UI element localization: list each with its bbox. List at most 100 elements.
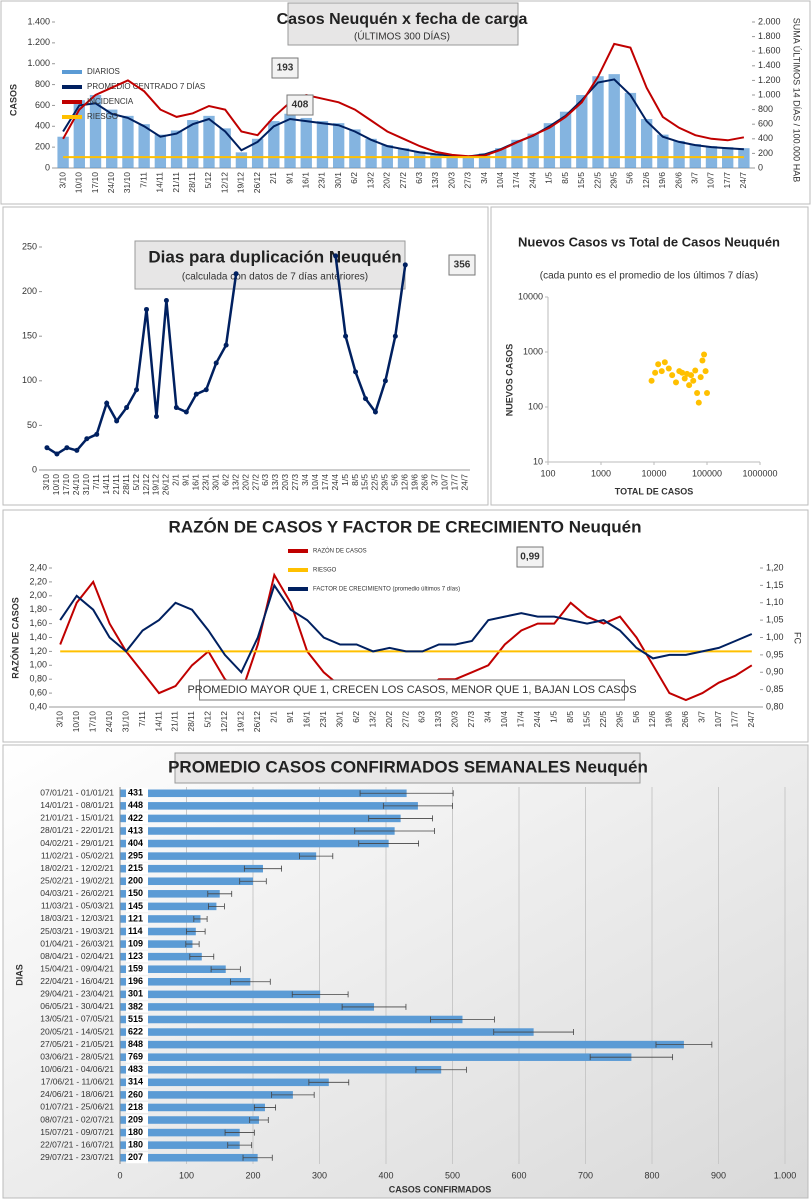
x-tick-label: 27/3 [463, 172, 473, 189]
x-tick-label: 10/7 [713, 711, 723, 728]
x-tick-label: 6/2 [220, 474, 230, 486]
y2-tick-label: 1.600 [758, 46, 781, 56]
x-tick-label: 9/1 [181, 474, 191, 486]
bar [511, 139, 523, 168]
x-tick-label: 19/6 [664, 711, 674, 728]
error-bar [249, 1117, 269, 1124]
x-tick-label: 13/3 [270, 474, 280, 491]
point [84, 436, 90, 442]
value-label: 622 [128, 1026, 143, 1036]
x-tick-label: 1/5 [548, 711, 558, 723]
y2-axis-label: SUMA ÚLTIMOS 14 DÍAS / 100.000 HAB [792, 18, 802, 182]
bar [120, 864, 263, 873]
value-label-box [126, 963, 148, 975]
x-tick-label: 700 [578, 1170, 593, 1180]
title-box [287, 2, 519, 46]
bar [219, 128, 231, 168]
x-tick-label: 3/7 [429, 474, 439, 486]
x-tick-label: 17/10 [87, 711, 97, 733]
point [94, 431, 100, 437]
y-tick-label: 0 [45, 162, 50, 172]
x-tick-label: 22/5 [370, 474, 380, 491]
bar [120, 1091, 293, 1099]
point [382, 378, 388, 384]
x-tick-label: 28/11 [187, 172, 197, 193]
y-tick-label: 0,40 [29, 701, 47, 711]
value-label-box [126, 875, 148, 887]
y-tick-label: 10/06/21 - 04/06/21 [40, 1064, 114, 1074]
y2-tick-label: 1.400 [758, 60, 781, 70]
x-tick-label: 30/1 [334, 711, 344, 728]
x-tick-label: 6/3 [417, 711, 427, 723]
point [681, 375, 688, 382]
error-bar [253, 1104, 277, 1111]
y2-tick-label: 0,95 [766, 649, 784, 659]
x-axis-label: CASOS CONFIRMADOS [389, 1184, 492, 1194]
x-tick-label: 20/3 [280, 474, 290, 491]
x-tick-label: 3/10 [57, 172, 67, 189]
bar [73, 100, 85, 168]
y-tick-label: 18/03/21 - 12/03/21 [40, 913, 114, 923]
x-tick-label: 13/2 [365, 172, 375, 189]
x-tick-label: 31/10 [120, 711, 130, 733]
x-tick-label: 10/4 [499, 711, 509, 728]
y-tick-label: 25/02/21 - 19/02/21 [40, 876, 114, 886]
y-tick-label: 250 [22, 241, 37, 251]
bar [120, 1040, 684, 1049]
bar [120, 890, 220, 898]
x-tick-label: 24/10 [71, 474, 81, 496]
bar [120, 852, 317, 860]
x-tick-label: 10/7 [706, 172, 716, 189]
y-tick-label: 1,20 [29, 646, 47, 656]
x-tick-label: 2/1 [171, 474, 181, 486]
x-tick-label: 800 [644, 1170, 659, 1180]
point [362, 396, 368, 402]
value-label: 448 [128, 800, 143, 810]
value-label: 180 [128, 1127, 143, 1137]
x-tick-label: 3/10 [54, 711, 64, 728]
value-label-box [126, 800, 148, 812]
x-tick-label: 29/5 [380, 474, 390, 491]
x-tick-label: 20/2 [384, 711, 394, 728]
error-bar [243, 865, 282, 872]
bar [543, 123, 556, 168]
x-tick-label: 100000 [692, 468, 722, 478]
value-label-box [126, 1114, 148, 1126]
x-tick-label: 15/5 [360, 474, 370, 491]
error-bar [430, 1016, 495, 1023]
x-tick-label: 10/4 [495, 172, 505, 189]
value-label: 209 [128, 1114, 143, 1124]
y-tick-label: 150 [22, 331, 37, 341]
y-tick-label: 24/06/21 - 18/06/21 [40, 1089, 114, 1099]
bar [57, 136, 69, 168]
x-tick-label: 26/6 [673, 172, 683, 189]
point [690, 377, 697, 384]
x-tick-label: 17/4 [320, 474, 330, 491]
error-bar [208, 903, 225, 910]
y-tick-label: 27/05/21 - 21/05/21 [40, 1039, 114, 1049]
legend-swatch [62, 70, 82, 74]
legend-label: RIESGO [313, 568, 337, 574]
x-tick-label: 6/3 [414, 172, 424, 184]
error-bar [358, 840, 419, 847]
y-tick-label: 2,00 [29, 590, 47, 600]
y-tick-label: 25/03/21 - 19/03/21 [40, 926, 114, 936]
value-label: 422 [128, 813, 143, 823]
x-tick-label: 30/1 [210, 474, 220, 491]
point [353, 369, 359, 375]
bar [446, 155, 458, 168]
x-tick-label: 14/11 [101, 474, 111, 495]
y2-tick-label: 2.000 [758, 16, 781, 26]
x-tick-label: 900 [711, 1170, 726, 1180]
point [74, 447, 80, 453]
y-tick-label: 13/05/21 - 07/05/21 [40, 1014, 114, 1024]
value-label: 413 [128, 825, 143, 835]
point [54, 451, 60, 457]
y2-tick-label: 1,10 [766, 597, 784, 607]
x-tick-label: 5/6 [631, 711, 641, 723]
x-tick-label: 20/2 [240, 474, 250, 491]
x-tick-label: 19/6 [410, 474, 420, 491]
point [44, 445, 50, 451]
chart-subtitle: (ÚLTIMOS 300 DÍAS) [354, 30, 450, 43]
point [686, 382, 693, 389]
